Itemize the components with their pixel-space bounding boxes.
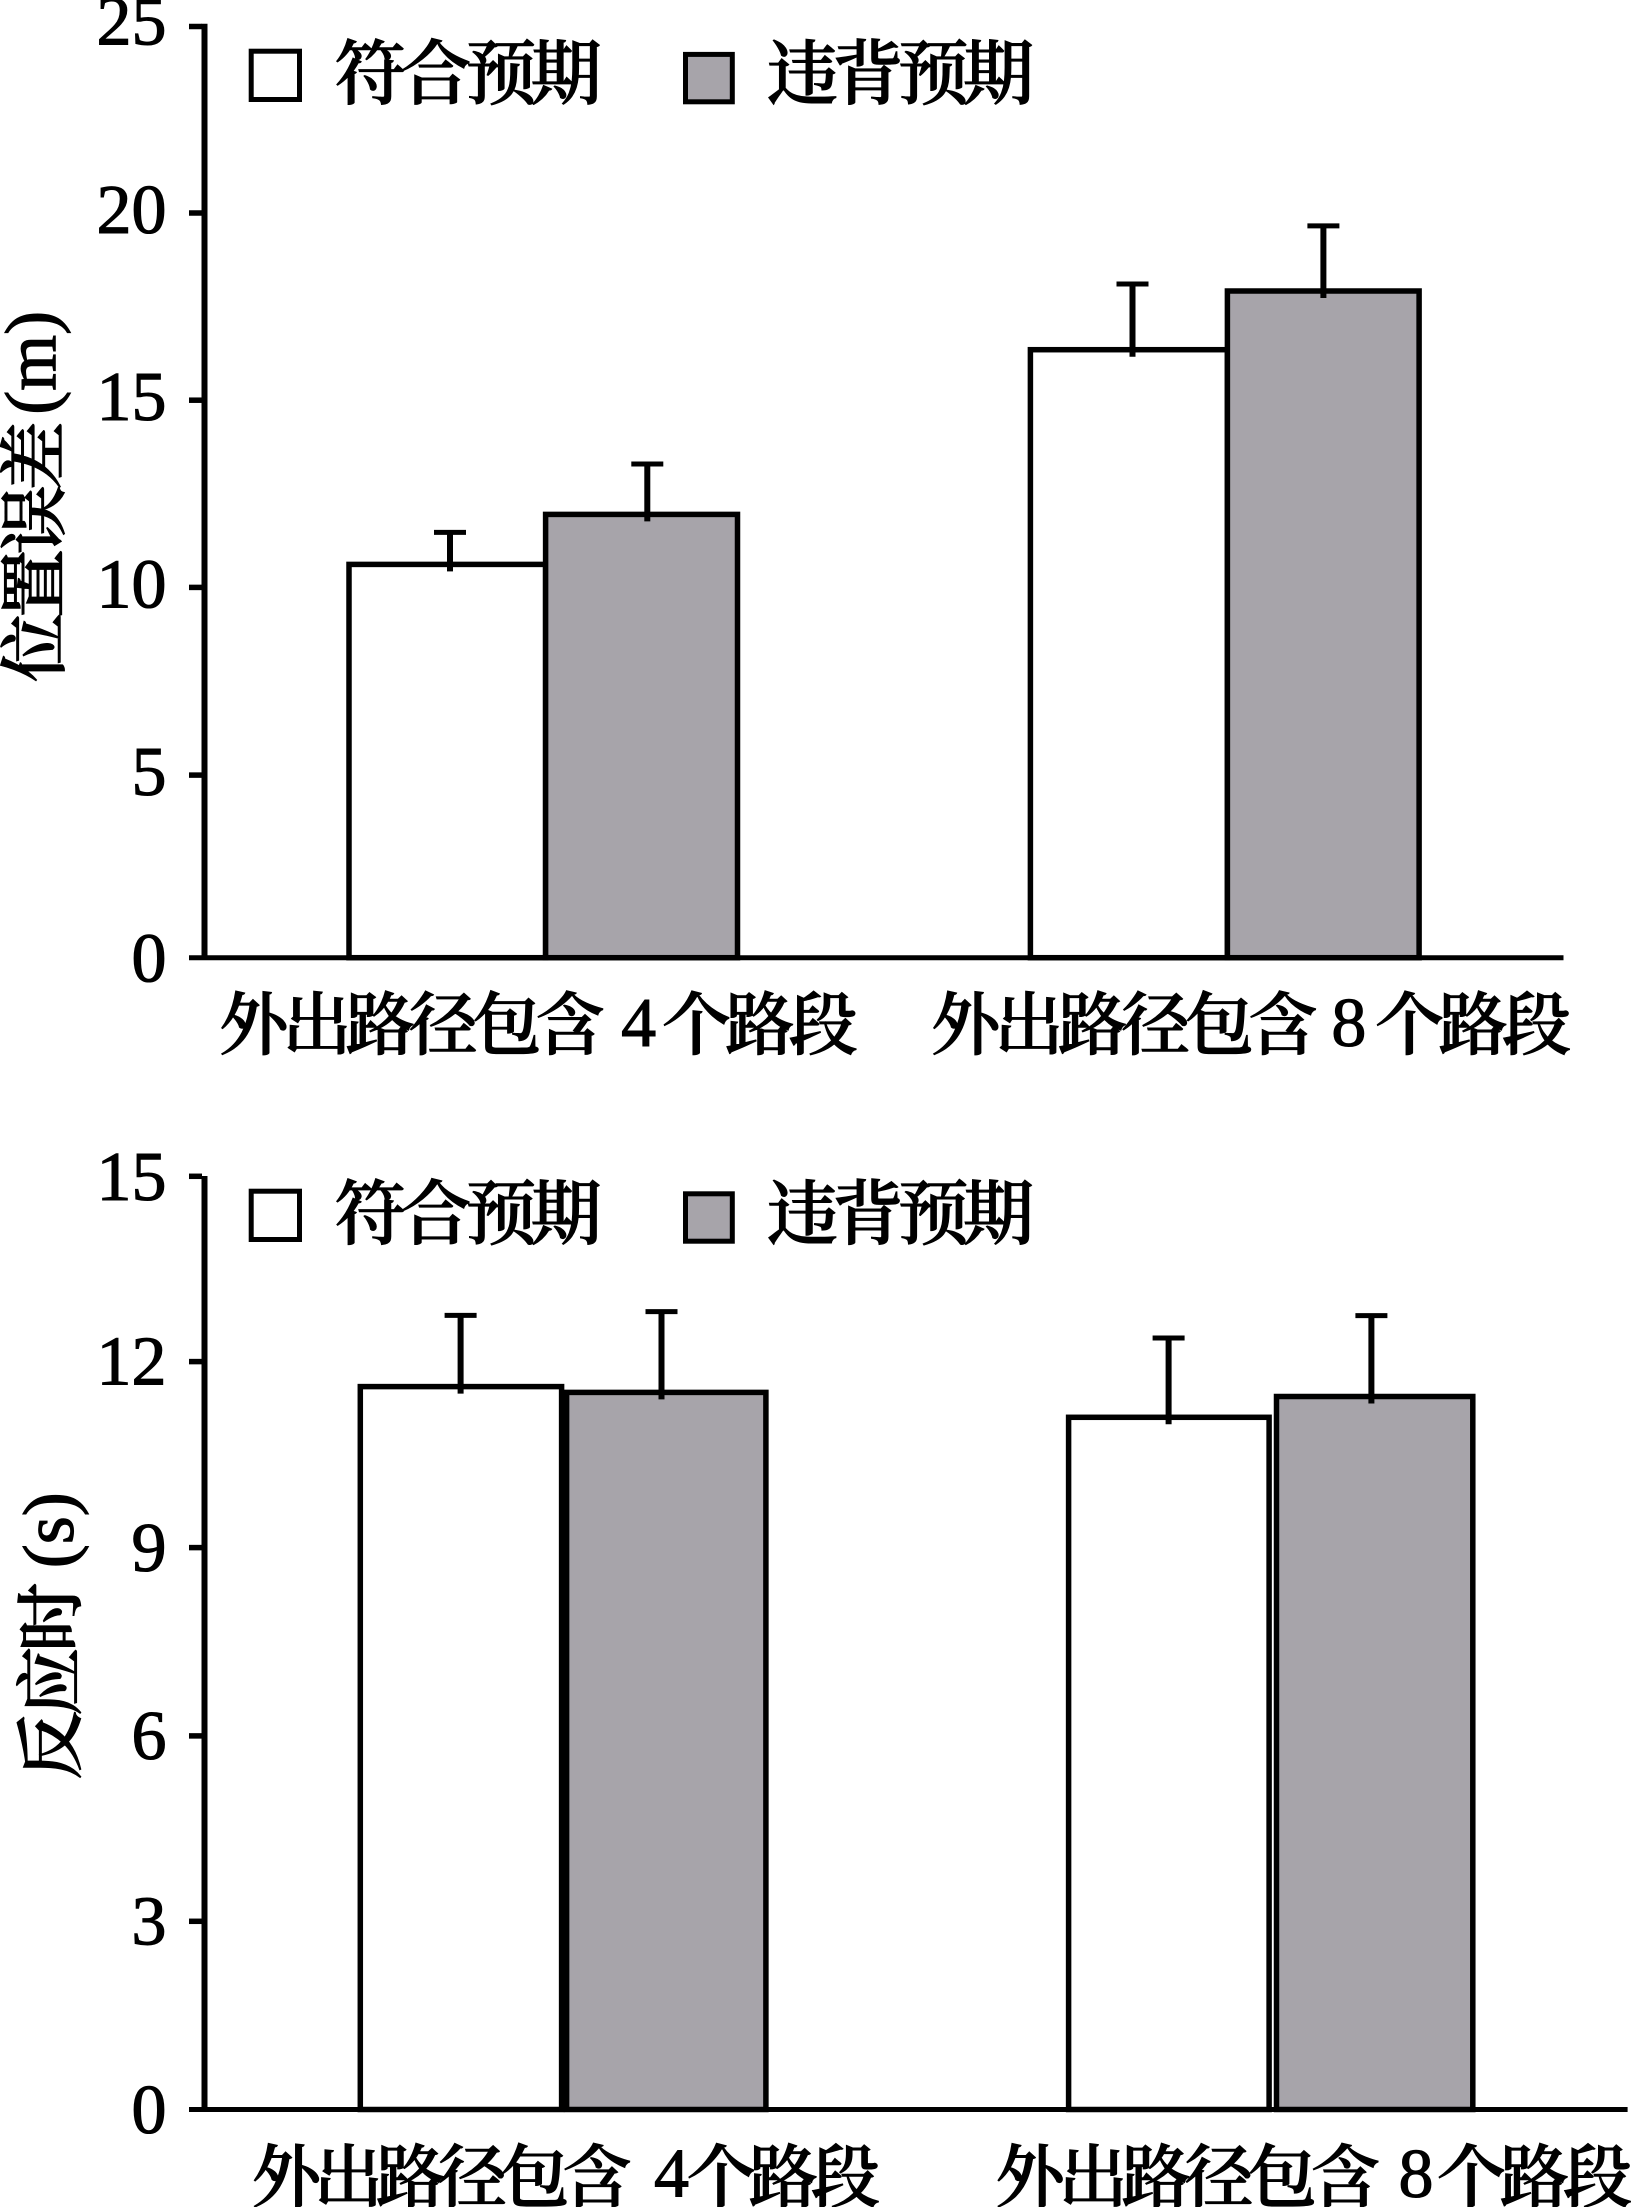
svg-text:8: 8 bbox=[1399, 2136, 1434, 2207]
svg-text:15: 15 bbox=[97, 359, 167, 436]
svg-text:3: 3 bbox=[132, 1884, 167, 1961]
svg-text:(s): (s) bbox=[9, 1492, 89, 1568]
svg-text:4: 4 bbox=[654, 2135, 689, 2207]
svg-text:4: 4 bbox=[621, 985, 656, 1062]
svg-text:15: 15 bbox=[97, 1139, 167, 1216]
svg-text:(m): (m) bbox=[0, 311, 71, 415]
svg-text:9: 9 bbox=[132, 1510, 167, 1587]
svg-text:0: 0 bbox=[132, 921, 167, 998]
svg-text:6: 6 bbox=[132, 1698, 167, 1775]
svg-text:0: 0 bbox=[132, 2072, 167, 2149]
svg-text:20: 20 bbox=[97, 172, 167, 249]
svg-text:5: 5 bbox=[132, 734, 167, 811]
svg-text:12: 12 bbox=[97, 1324, 167, 1401]
svg-text:10: 10 bbox=[97, 547, 167, 624]
svg-text:8: 8 bbox=[1331, 985, 1366, 1062]
svg-text:25: 25 bbox=[97, 0, 167, 61]
